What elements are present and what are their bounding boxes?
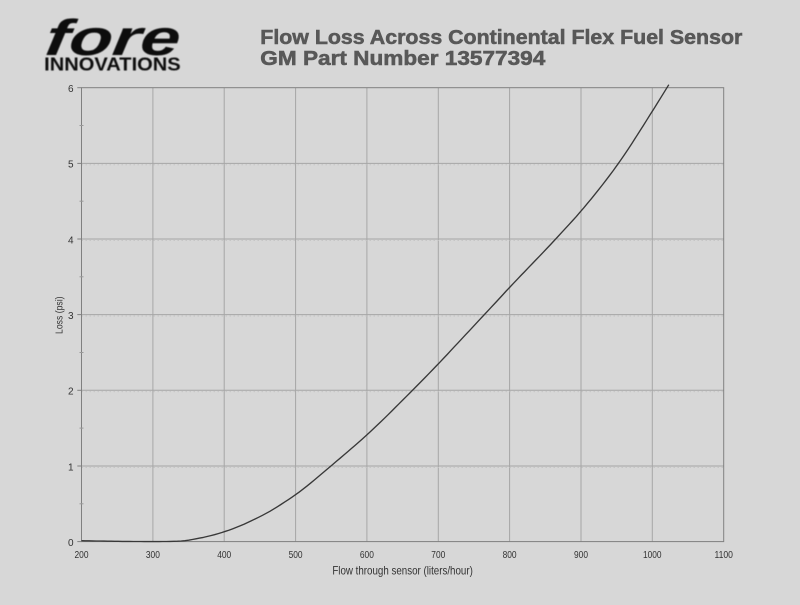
svg-text:1000: 1000 (643, 550, 662, 561)
svg-text:400: 400 (217, 550, 231, 561)
svg-text:5: 5 (68, 160, 74, 171)
svg-text:700: 700 (431, 550, 445, 561)
svg-text:600: 600 (360, 550, 374, 561)
svg-text:3: 3 (68, 311, 74, 322)
svg-text:Flow through sensor (liters/ho: Flow through sensor (liters/hour) (332, 564, 473, 578)
svg-text:INNOVATIONS: INNOVATIONS (44, 53, 181, 74)
svg-text:900: 900 (574, 550, 588, 561)
svg-text:1100: 1100 (714, 550, 733, 561)
svg-text:4: 4 (68, 235, 74, 246)
svg-text:fore: fore (42, 9, 184, 66)
svg-text:500: 500 (289, 550, 303, 561)
svg-text:GM Part Number 13577394: GM Part Number 13577394 (260, 48, 546, 70)
svg-text:2: 2 (68, 387, 74, 398)
svg-text:800: 800 (503, 550, 517, 561)
svg-text:0: 0 (68, 538, 74, 549)
svg-text:Flow Loss Across Continental F: Flow Loss Across Continental Flex Fuel S… (260, 27, 742, 49)
svg-text:6: 6 (68, 84, 74, 95)
svg-text:300: 300 (146, 550, 160, 561)
svg-text:200: 200 (75, 550, 89, 561)
svg-text:Loss (psi): Loss (psi) (54, 296, 66, 334)
svg-text:1: 1 (68, 462, 74, 473)
